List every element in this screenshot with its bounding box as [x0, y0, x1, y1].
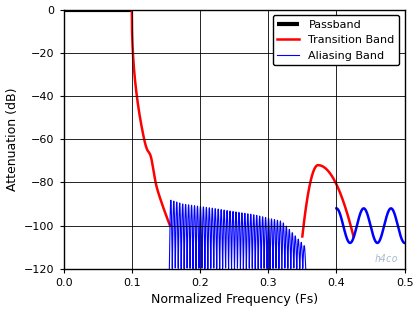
Aliasing Band [168, 198, 173, 202]
Transition Band [147, 153, 153, 157]
Transition Band [168, 224, 173, 227]
Text: h4co: h4co [374, 254, 398, 264]
Transition Band [150, 163, 155, 167]
Transition Band [129, 8, 134, 12]
Aliasing Band [270, 259, 275, 263]
Legend: Passband, Transition Band, Aliasing Band: Passband, Transition Band, Aliasing Band [273, 15, 399, 65]
X-axis label: Normalized Frequency (Fs): Normalized Frequency (Fs) [150, 294, 318, 306]
Transition Band [167, 222, 172, 225]
Line: Aliasing Band: Aliasing Band [169, 200, 282, 269]
Y-axis label: Attenuation (dB): Attenuation (dB) [5, 87, 18, 191]
Aliasing Band [279, 267, 285, 271]
Aliasing Band [276, 244, 281, 247]
Aliasing Band [220, 255, 225, 259]
Transition Band [160, 205, 166, 209]
Passband [129, 8, 134, 12]
Aliasing Band [214, 262, 219, 266]
Passband [61, 8, 66, 12]
Transition Band [152, 175, 157, 179]
Line: Transition Band: Transition Band [132, 10, 170, 226]
Aliasing Band [248, 216, 253, 220]
Aliasing Band [167, 267, 172, 271]
Transition Band [147, 152, 153, 156]
Aliasing Band [215, 221, 220, 225]
